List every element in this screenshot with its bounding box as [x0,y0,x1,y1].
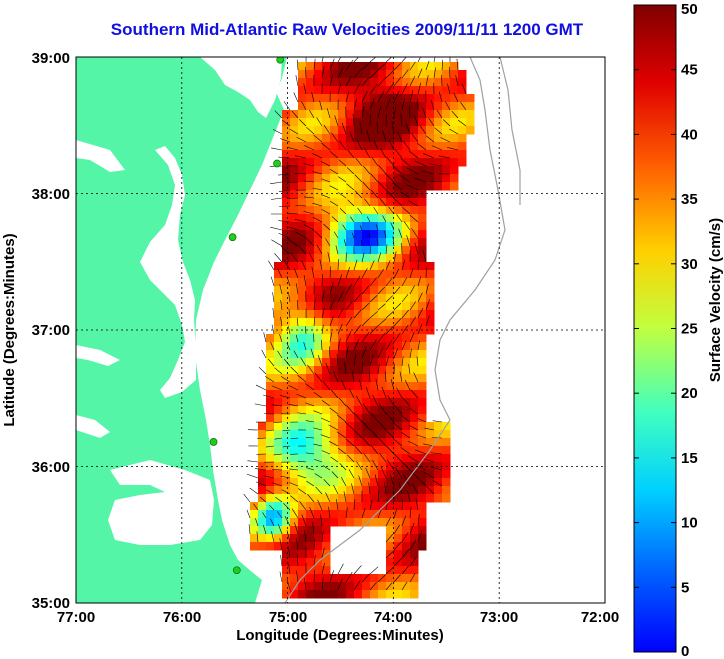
y-tick-label: 37:00 [32,322,70,339]
station-marker [228,233,237,242]
colorbar-tick-label: 25 [681,321,698,338]
bathymetry-contour [499,57,521,205]
y-tick-label: 38:00 [32,186,70,203]
station-marker [273,159,281,168]
colorbar-tick-label: 5 [681,579,689,596]
colorbar-tick-label: 10 [681,515,698,532]
colorbar-tick-label: 20 [681,385,698,402]
colorbar-tick-label: 50 [681,1,698,18]
colorbar-tick-label: 40 [681,126,698,143]
colorbar-tick-label: 45 [681,62,698,79]
sound [108,460,214,545]
colorbar [633,4,677,653]
bathymetry-contour [284,57,506,603]
x-axis-label: Longitude (Degrees:Minutes) [236,627,444,644]
colorbar-tick-label: 15 [681,450,698,467]
station-marker [276,57,285,64]
station-marker [209,438,218,446]
x-tick-label: 72:00 [581,609,619,626]
x-tick-label: 76:00 [163,609,201,626]
y-tick-label: 36:00 [32,459,70,476]
plot-frame [75,56,606,604]
y-axis-label: Latitude (Degrees:Minutes) [1,233,18,426]
colorbar-tick-label: 0 [681,643,689,659]
velocity-vectors [243,57,467,591]
x-tick-label: 73:00 [480,609,518,626]
chesapeake-bay [140,146,196,398]
grid-lines [76,57,605,603]
x-tick-label: 74:00 [374,609,412,626]
colorbar-tick-label: 35 [681,191,698,208]
radar-stations [209,57,285,575]
delaware-bay [200,57,282,118]
map-title: Southern Mid-Atlantic Raw Velocities 200… [110,20,584,39]
x-tick-label: 75:00 [269,609,307,626]
y-tick-label: 39:00 [32,50,70,67]
colorbar-tick-label: 30 [681,256,698,273]
y-tick-label: 35:00 [32,595,70,612]
x-tick-label: 77:00 [57,609,95,626]
colorbar-label: Surface Velocity (cm/s) [707,218,724,382]
station-marker [232,566,241,575]
